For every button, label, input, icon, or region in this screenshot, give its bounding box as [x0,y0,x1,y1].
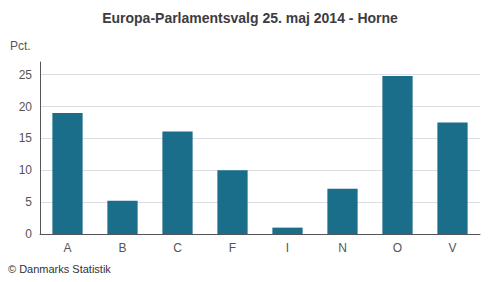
svg-text:10: 10 [19,163,33,177]
svg-text:15: 15 [19,131,33,145]
svg-text:C: C [173,241,182,255]
svg-text:I: I [286,241,289,255]
svg-text:F: F [229,241,236,255]
svg-text:V: V [448,241,456,255]
svg-text:O: O [393,241,402,255]
svg-text:A: A [63,241,71,255]
svg-text:25: 25 [19,68,33,82]
svg-text:N: N [338,241,347,255]
svg-text:© Danmarks Statistik: © Danmarks Statistik [8,263,111,275]
svg-text:B: B [118,241,126,255]
svg-text:20: 20 [19,100,33,114]
svg-text:0: 0 [25,227,32,241]
svg-text:Europa-Parlamentsvalg 25. maj: Europa-Parlamentsvalg 25. maj 2014 - Hor… [102,10,398,26]
svg-text:5: 5 [25,195,32,209]
svg-text:Pct.: Pct. [10,39,31,53]
